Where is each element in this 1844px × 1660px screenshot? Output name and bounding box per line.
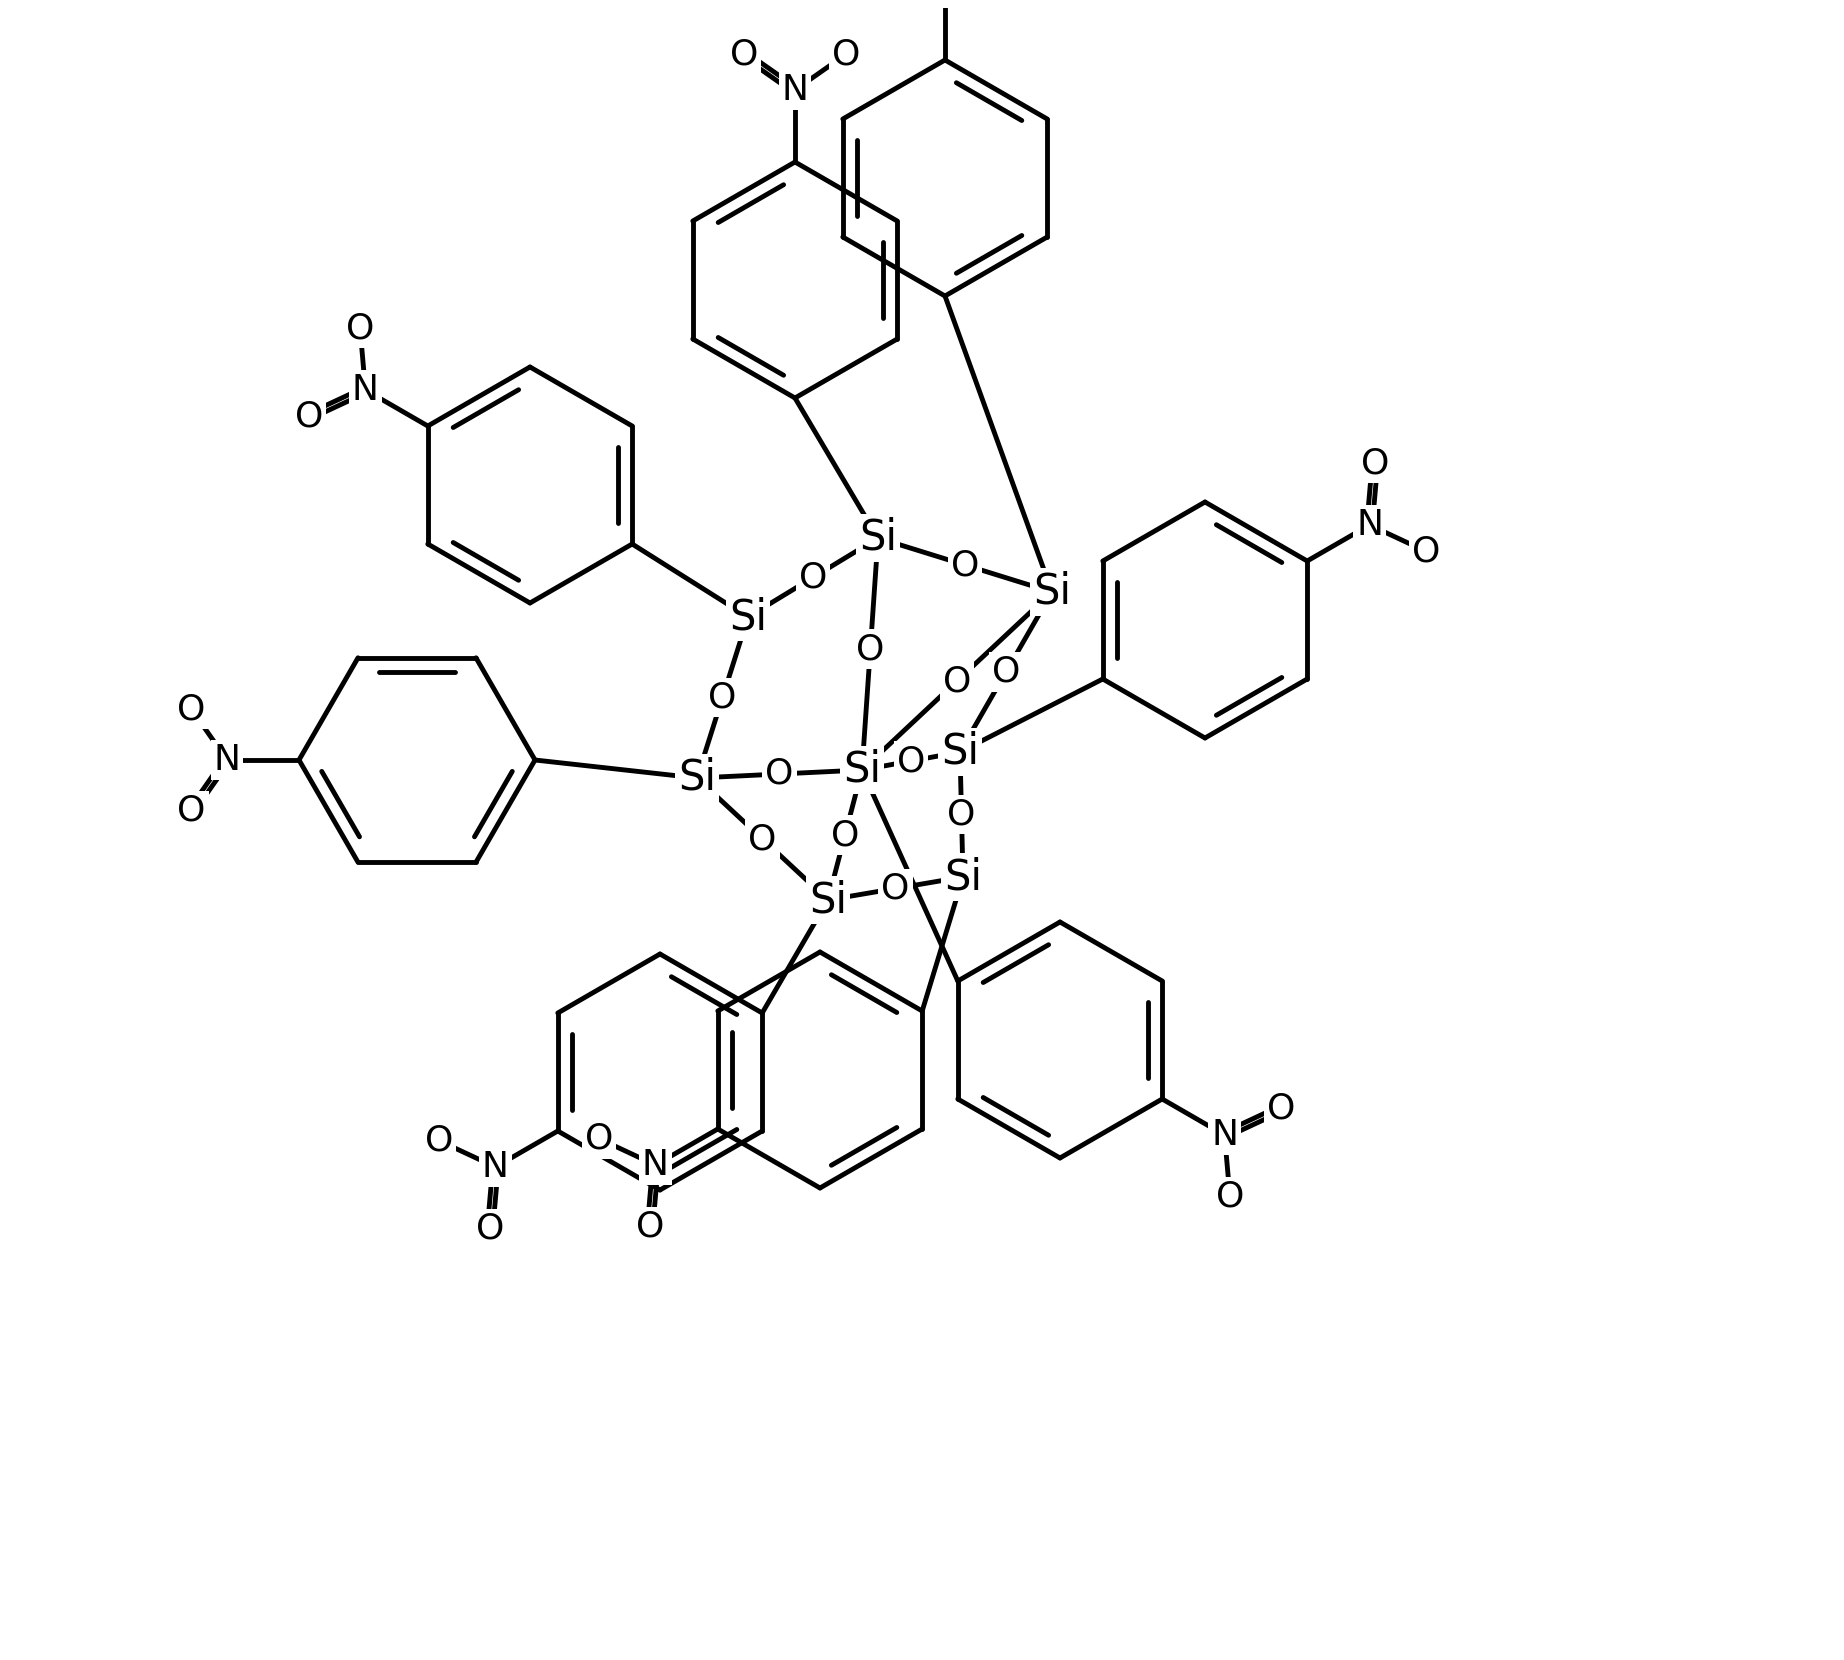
Text: N: N (214, 744, 240, 777)
Text: N: N (1355, 508, 1383, 543)
Text: O: O (798, 561, 828, 594)
Text: O: O (856, 632, 885, 666)
Text: O: O (1267, 1092, 1294, 1125)
Text: O: O (177, 692, 207, 725)
Text: O: O (832, 818, 859, 852)
Text: O: O (881, 872, 909, 905)
Text: O: O (749, 822, 776, 857)
Text: Si: Si (728, 596, 767, 637)
Text: O: O (832, 38, 859, 71)
Text: N: N (642, 1149, 669, 1182)
Text: Si: Si (940, 730, 979, 774)
Text: O: O (295, 398, 323, 433)
Text: N: N (782, 73, 808, 106)
Text: Si: Si (810, 880, 846, 921)
Text: O: O (765, 757, 793, 792)
Text: O: O (636, 1210, 664, 1243)
Text: O: O (347, 310, 374, 345)
Text: O: O (585, 1122, 614, 1155)
Text: N: N (481, 1150, 509, 1184)
Text: O: O (896, 744, 926, 779)
Text: O: O (948, 797, 975, 832)
Text: N: N (1212, 1117, 1237, 1152)
Text: O: O (476, 1212, 503, 1245)
Text: N: N (352, 374, 380, 407)
Text: O: O (1411, 535, 1440, 568)
Text: N: N (931, 0, 959, 5)
Text: O: O (730, 38, 758, 71)
Text: O: O (992, 656, 1020, 689)
Text: Si: Si (944, 857, 983, 898)
Text: O: O (942, 664, 972, 697)
Text: Si: Si (843, 749, 881, 792)
Text: O: O (1215, 1180, 1245, 1213)
Text: O: O (708, 681, 738, 714)
Text: Si: Si (679, 757, 715, 798)
Text: O: O (952, 548, 979, 583)
Text: O: O (1361, 447, 1389, 480)
Text: Si: Si (859, 516, 896, 559)
Text: Si: Si (1033, 571, 1071, 613)
Text: O: O (177, 793, 207, 828)
Text: O: O (426, 1124, 454, 1157)
